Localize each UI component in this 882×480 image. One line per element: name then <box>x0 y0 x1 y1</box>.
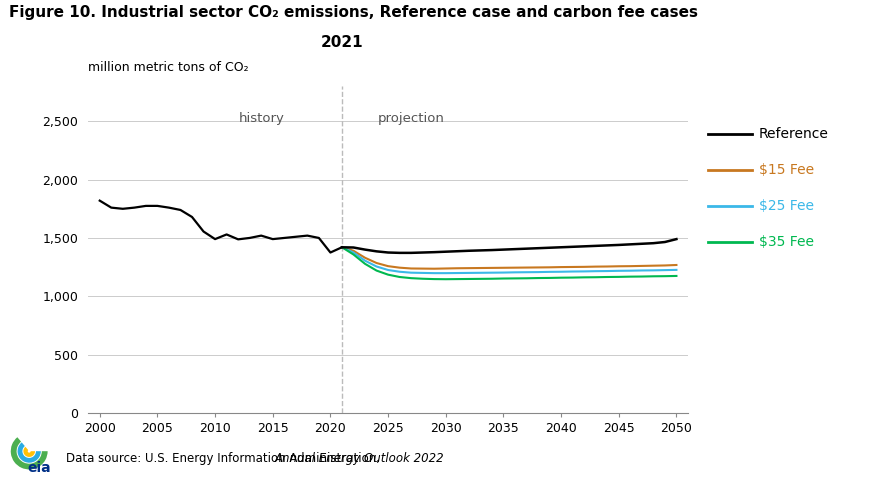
Text: Reference: Reference <box>759 127 828 142</box>
Text: Data source: U.S. Energy Information Administration,: Data source: U.S. Energy Information Adm… <box>66 452 384 465</box>
Text: eia: eia <box>27 461 50 475</box>
Text: million metric tons of CO₂: million metric tons of CO₂ <box>88 61 249 74</box>
Text: 2021: 2021 <box>321 36 363 50</box>
Text: Figure 10. Industrial sector CO₂ emissions, Reference case and carbon fee cases: Figure 10. Industrial sector CO₂ emissio… <box>9 5 698 20</box>
Wedge shape <box>24 447 35 457</box>
Wedge shape <box>18 443 41 463</box>
Text: $35 Fee: $35 Fee <box>759 235 813 250</box>
Text: Annual Energy Outlook 2022: Annual Energy Outlook 2022 <box>274 452 444 465</box>
Wedge shape <box>11 437 48 469</box>
Text: projection: projection <box>377 112 445 125</box>
Text: $15 Fee: $15 Fee <box>759 163 814 178</box>
Text: $25 Fee: $25 Fee <box>759 199 813 214</box>
Text: history: history <box>238 112 284 125</box>
